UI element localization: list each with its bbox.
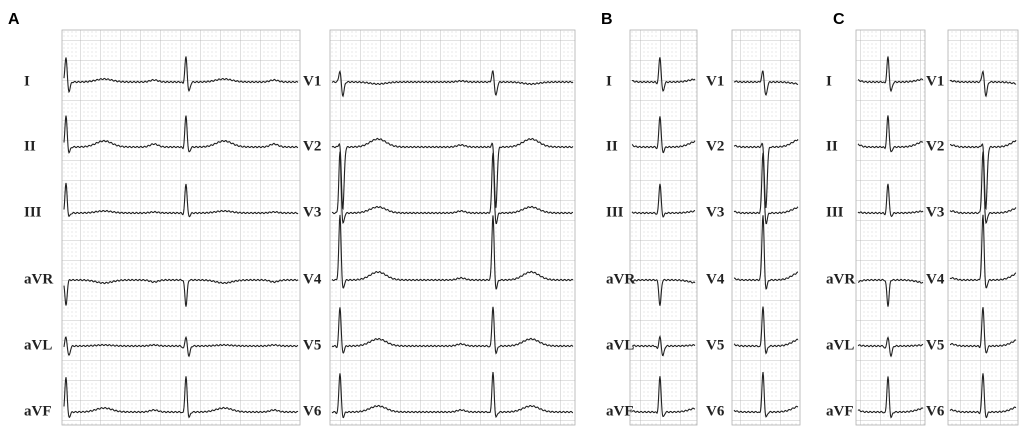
ecg-trace <box>950 139 1017 211</box>
ecg-trace <box>631 57 696 92</box>
lead-label: V6 <box>926 403 945 419</box>
panel-label: A <box>8 11 20 28</box>
lead-label: V4 <box>706 271 725 287</box>
lead-label: aVL <box>24 337 52 353</box>
lead-label: aVF <box>826 403 854 419</box>
ecg-trace <box>733 138 799 208</box>
ecg-trace <box>331 214 574 290</box>
ecg-trace <box>949 214 1017 289</box>
ecg-trace <box>733 70 799 96</box>
ecg-trace <box>631 278 696 306</box>
lead-label: V4 <box>303 271 322 287</box>
ecg-trace <box>733 372 799 418</box>
ecg-trace <box>857 183 924 218</box>
lead-label: V3 <box>303 204 321 220</box>
ecg-trace <box>949 373 1017 419</box>
lead-label: I <box>826 73 832 89</box>
ecg-trace <box>631 183 696 218</box>
ecg-trace <box>858 56 924 93</box>
ecg-trace <box>63 182 299 218</box>
lead-label: V4 <box>926 271 945 287</box>
lead-label: V2 <box>303 138 321 154</box>
lead-label: V5 <box>706 337 724 353</box>
ecg-trace <box>857 336 924 358</box>
content: AIIIIIIaVRaVLaVFV1V2V3V4V5V6BIIIIIIaVRaV… <box>8 11 1019 426</box>
lead-label: aVR <box>24 271 53 287</box>
ecg-trace <box>631 116 696 154</box>
ecg-trace <box>63 335 299 358</box>
lead-label: V1 <box>926 73 944 89</box>
ecg-trace <box>631 334 696 357</box>
lead-label: aVF <box>606 403 634 419</box>
ecg-trace <box>733 152 799 225</box>
lead-label: III <box>606 204 624 220</box>
ecg-trace <box>950 307 1017 354</box>
lead-label: aVL <box>826 337 854 353</box>
lead-label: V5 <box>926 337 944 353</box>
lead-label: II <box>606 138 618 154</box>
panel-label: C <box>833 11 845 28</box>
ecg-trace <box>331 372 574 419</box>
ecg-grid <box>731 29 801 426</box>
ecg-trace <box>733 215 799 290</box>
ecg-trace <box>631 376 696 418</box>
lead-label: III <box>826 204 844 220</box>
ecg-trace <box>63 115 299 154</box>
panel-label: B <box>601 11 613 28</box>
lead-label: aVL <box>606 337 634 353</box>
lead-label: aVF <box>24 403 52 419</box>
ecg-grid <box>855 29 926 426</box>
lead-label: I <box>606 73 612 89</box>
ecg-trace <box>949 70 1017 98</box>
ecg-grid <box>629 29 698 426</box>
ecg-trace <box>857 376 924 419</box>
lead-label: V6 <box>706 403 725 419</box>
lead-label: V1 <box>303 73 321 89</box>
ecg-trace <box>331 306 574 355</box>
lead-label: III <box>24 204 42 220</box>
ecg-grid <box>61 29 301 426</box>
lead-label: V2 <box>926 138 944 154</box>
ecg-grid <box>947 29 1019 426</box>
ecg-trace <box>63 56 299 94</box>
ecg-trace <box>733 306 799 355</box>
ecg-trace <box>331 69 574 98</box>
ecg-trace <box>63 278 299 307</box>
lead-label: aVR <box>606 271 635 287</box>
ecg-trace <box>858 278 924 307</box>
lead-label: V6 <box>303 403 322 419</box>
ecg-grid <box>329 29 576 426</box>
lead-label: aVR <box>826 271 855 287</box>
ecg-trace <box>857 115 924 153</box>
ecg-trace <box>331 137 574 211</box>
ecg-trace <box>331 151 574 225</box>
lead-label: V3 <box>926 204 944 220</box>
lead-label: II <box>826 138 838 154</box>
lead-label: V3 <box>706 204 724 220</box>
lead-label: V2 <box>706 138 724 154</box>
ecg-trace <box>949 151 1017 225</box>
lead-label: I <box>24 73 30 89</box>
lead-label: V5 <box>303 337 321 353</box>
lead-label: V1 <box>706 73 724 89</box>
lead-label: II <box>24 138 36 154</box>
ecg-trace <box>63 376 299 419</box>
